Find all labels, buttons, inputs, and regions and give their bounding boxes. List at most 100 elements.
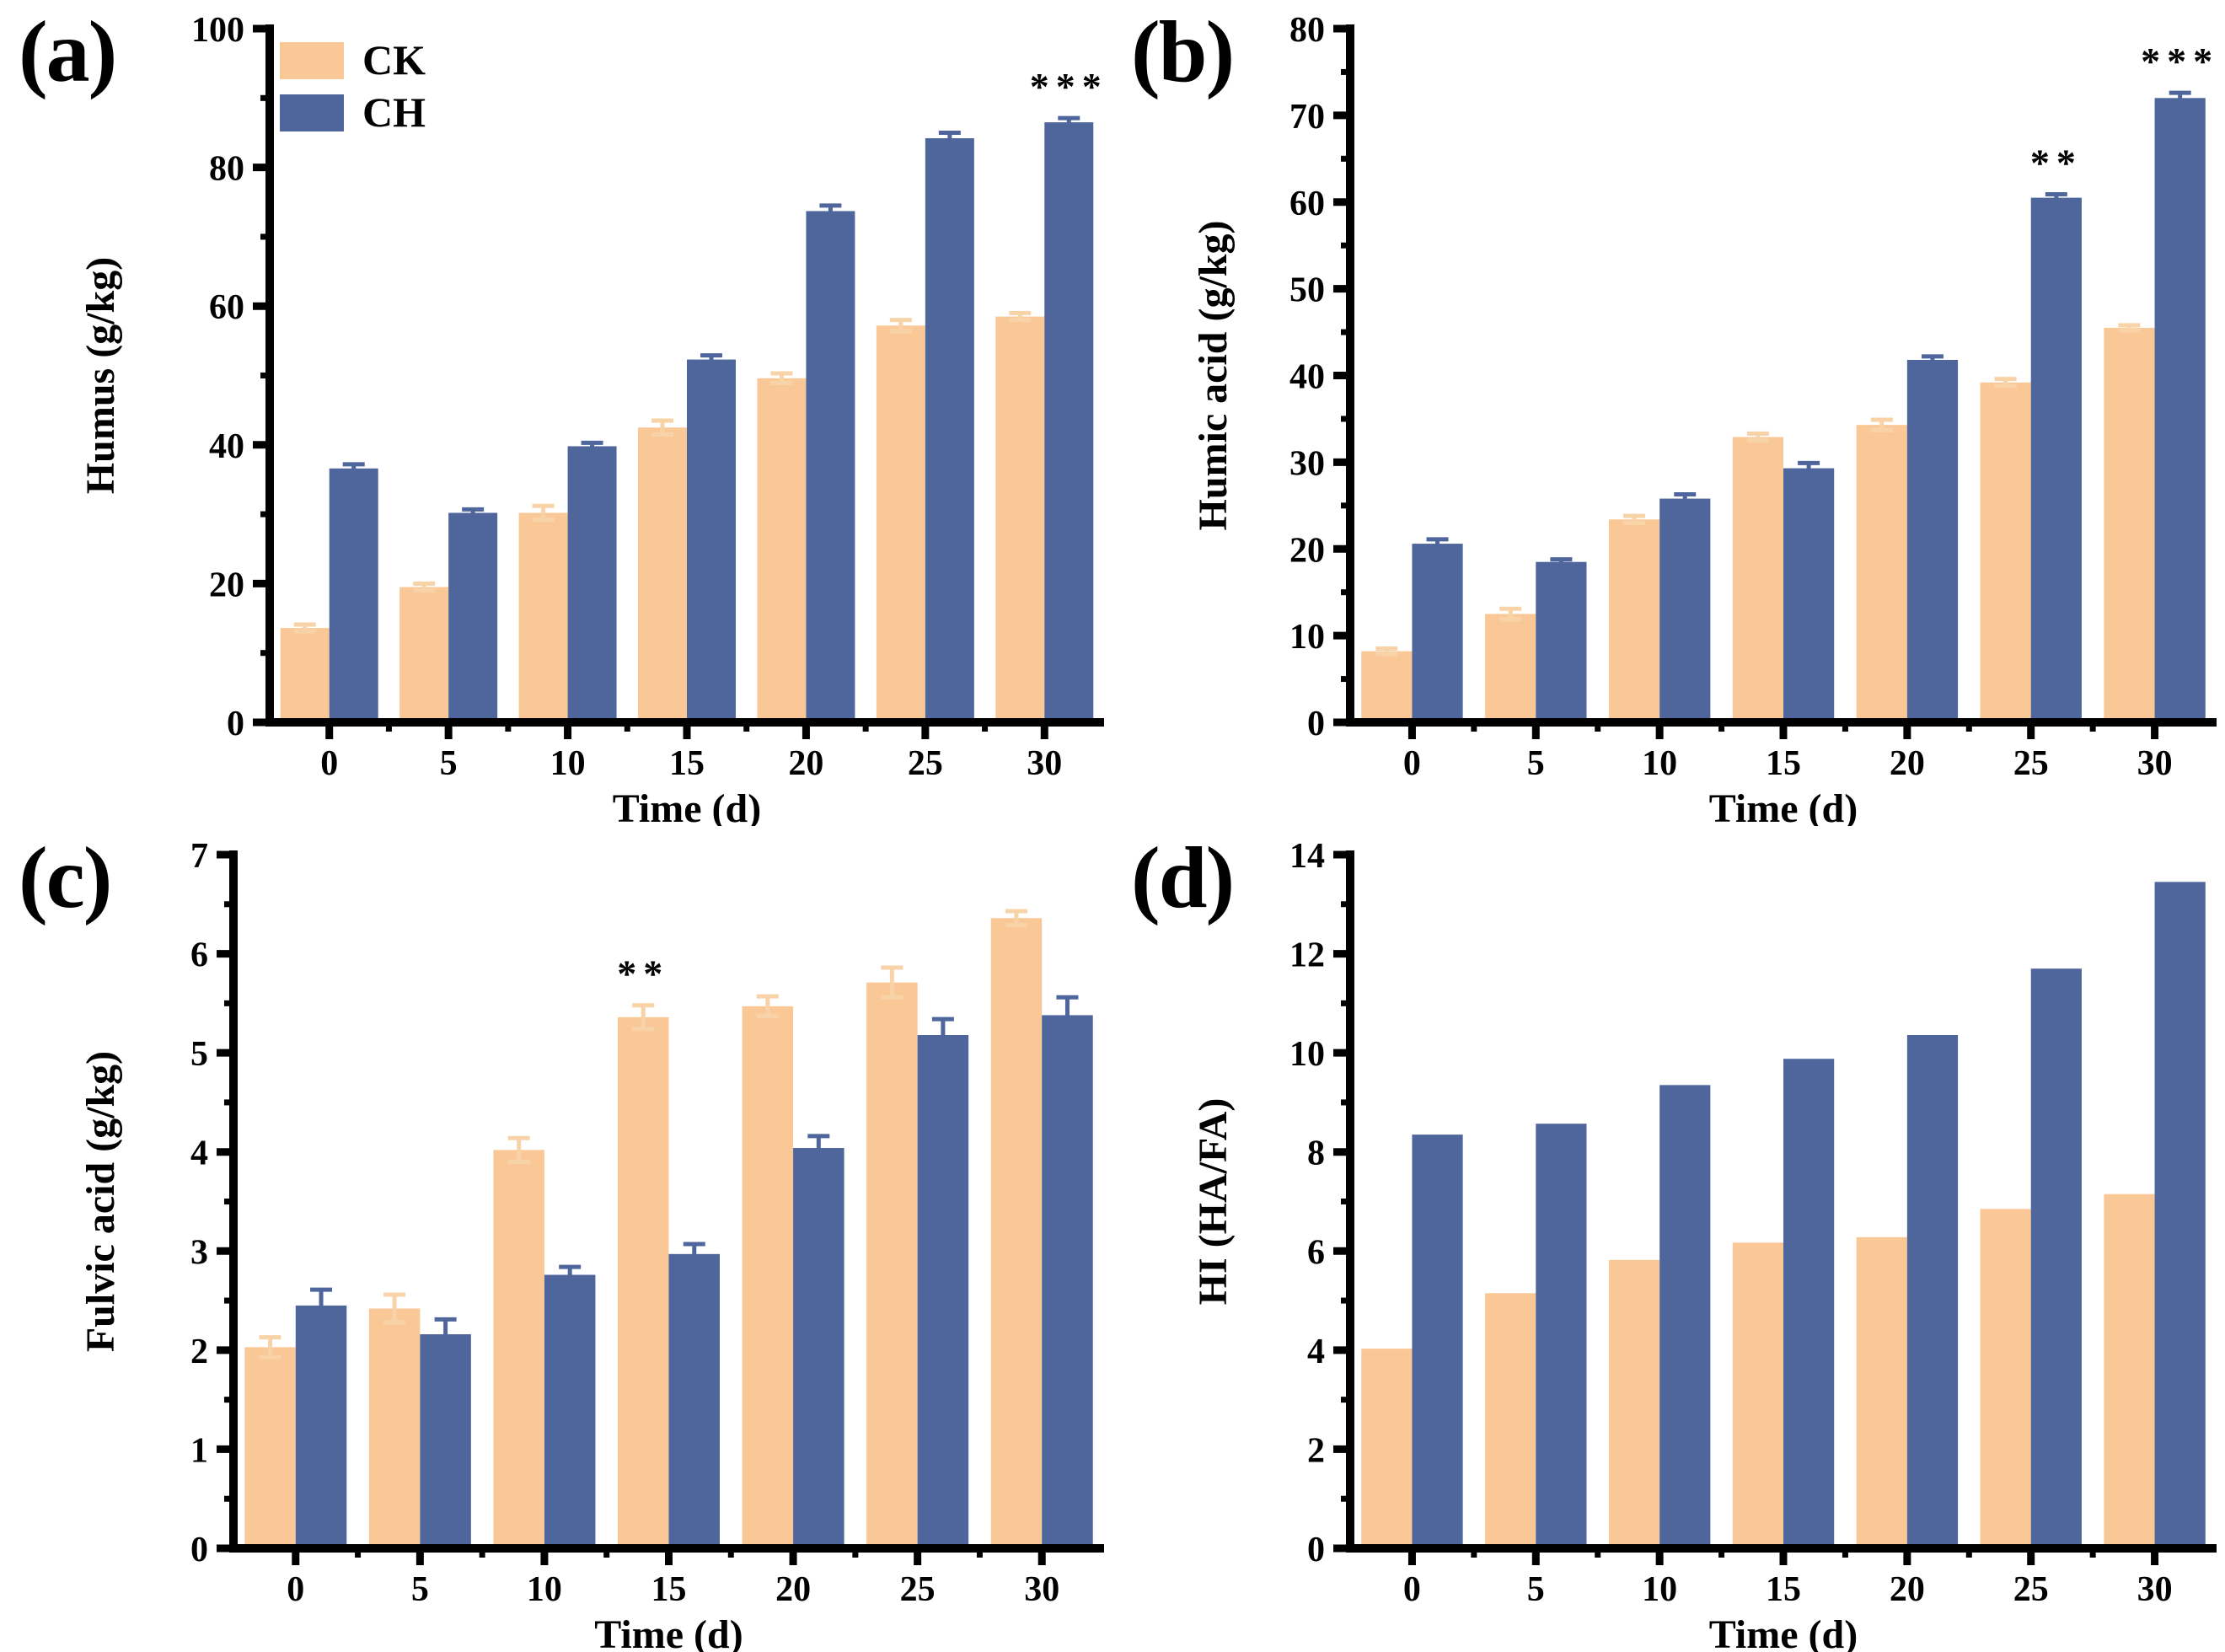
bar-CK-30	[990, 918, 1043, 1552]
bar-CK-0	[244, 1347, 296, 1552]
y-tick-label: 8	[1307, 1134, 1325, 1173]
x-tick-label: 25	[2013, 1570, 2049, 1609]
bar-CH-25	[2030, 968, 2082, 1552]
panel-c: (c) 0 1 2 3 4 5 6 7 0 5 10 15 20 25 30 Time (d) Fulvic a…	[0, 826, 1112, 1652]
y-tick-label: 80	[1289, 11, 1325, 50]
bar-CH-15	[1783, 1059, 1835, 1552]
bar-CK-5	[399, 587, 449, 726]
x-axis-title: Time (d)	[594, 1612, 743, 1652]
bar-CH-5	[1536, 1124, 1587, 1552]
y-tick-label: 40	[209, 427, 244, 466]
bar-CK-25	[866, 982, 918, 1552]
bar-CH-10	[1659, 1085, 1711, 1552]
bar-CH-5	[1536, 561, 1587, 726]
x-tick-label: 5	[1527, 744, 1545, 783]
y-tick-label: 2	[1307, 1431, 1325, 1470]
bar-CK-0	[1361, 651, 1413, 726]
x-tick-label: 10	[1642, 744, 1677, 783]
x-tick-label: 30	[2137, 744, 2173, 783]
y-tick-label: 80	[209, 150, 244, 189]
bar-CK-15	[617, 1016, 669, 1552]
bar-CK-30	[2104, 1193, 2155, 1552]
bar-CH-20	[1906, 1034, 1959, 1552]
bar-CK-20	[742, 1006, 794, 1552]
bar-CK-0	[1361, 1349, 1413, 1552]
y-axis-title: Fulvic acid (g/kg)	[78, 1051, 123, 1352]
x-tick-label: 30	[1027, 744, 1062, 783]
y-tick-label: 60	[1289, 185, 1325, 223]
x-tick-label: 30	[1024, 1570, 1059, 1609]
y-tick-label: 40	[1289, 358, 1325, 397]
bar-CK-15	[638, 427, 687, 726]
x-tick-label: 0	[1403, 744, 1421, 783]
bar-CK-5	[1485, 614, 1536, 726]
bar-CK-20	[1856, 425, 1907, 726]
bar-CH-15	[668, 1253, 721, 1552]
bar-CK-10	[1608, 519, 1660, 726]
bar-CK-25	[1980, 1209, 2031, 1552]
bar-CH-20	[806, 211, 855, 727]
x-tick-label: 15	[1766, 1570, 1801, 1609]
y-tick-label: 3	[190, 1233, 208, 1272]
x-tick-label: 15	[651, 1570, 687, 1609]
bar-CK-30	[995, 316, 1045, 726]
x-tick-label: 10	[550, 744, 586, 783]
bar-CH-15	[687, 359, 736, 726]
y-tick-label: 50	[1289, 271, 1325, 310]
bar-CK-0	[280, 628, 330, 726]
bar-CH-10	[1659, 498, 1711, 726]
y-tick-label: 20	[1289, 531, 1325, 570]
bar-CH-0	[295, 1305, 347, 1552]
bar-CH-25	[925, 138, 974, 726]
bar-CK-25	[876, 325, 925, 726]
bar-CH-5	[448, 512, 498, 726]
y-tick-label: 4	[190, 1134, 208, 1173]
y-tick-label: 30	[1289, 444, 1325, 483]
x-tick-label: 5	[411, 1570, 429, 1609]
y-tick-label: 1	[190, 1431, 208, 1470]
y-tick-label: 2	[190, 1333, 208, 1371]
significance-marker-CK-15: **	[617, 952, 669, 995]
y-tick-label: 100	[191, 11, 244, 50]
panel-c-chart: 0 1 2 3 4 5 6 7 0 5 10 15 20 25 30 Time (d) Fulvic acid …	[78, 837, 1104, 1652]
significance-marker-CH-25: **	[2030, 141, 2083, 184]
x-axis-title: Time (d)	[613, 786, 761, 826]
bar-CK-10	[1608, 1259, 1660, 1552]
significance-marker-CH-30: ***	[2141, 40, 2219, 83]
panel-c-letter: (c)	[19, 829, 112, 926]
panel-b-chart: 0 10 20 30 40 50 60 70 80 0 5 10 15 20 25 30 Time (d) Hum…	[1191, 11, 2219, 826]
x-tick-label: 10	[527, 1570, 562, 1609]
y-tick-label: 10	[1289, 618, 1325, 657]
panel-a: (a) 0 20 40 60 80 100 0 5 10 15 20 25 30 Time (d) Humu…	[0, 0, 1112, 826]
y-axis-title: Humic acid (g/kg)	[1191, 221, 1236, 531]
panel-b: (b) 0 10 20 30 40 50 60 70 80 0 5 10 15 20 25 30 Time (d…	[1112, 0, 2225, 826]
y-tick-label: 0	[227, 705, 244, 743]
x-tick-label: 0	[1403, 1570, 1421, 1609]
bar-CH-30	[2154, 882, 2206, 1552]
panel-d-chart: 0 2 4 6 8 10 12 14 0 5 10 15 20 25 30 Time (d) HI (HA/FA…	[1191, 837, 2217, 1652]
x-tick-label: 20	[1890, 744, 1925, 783]
panel-a-chart: 0 20 40 60 80 100 0 5 10 15 20 25 30 Time (d) Humus (g…	[78, 11, 1104, 826]
legend-swatch-CH	[280, 94, 344, 131]
x-tick-label: 15	[669, 744, 705, 783]
bar-CH-20	[1906, 359, 1959, 726]
y-tick-label: 7	[190, 837, 208, 876]
legend-label-CK: CK	[362, 36, 426, 83]
x-tick-label: 0	[287, 1570, 304, 1609]
y-tick-label: 5	[190, 1035, 208, 1074]
y-tick-label: 4	[1307, 1333, 1325, 1371]
y-axis-title: Humus (g/kg)	[78, 257, 123, 494]
bar-CH-30	[2154, 98, 2206, 727]
bar-CH-0	[1412, 1134, 1463, 1552]
bar-CK-25	[1980, 382, 2031, 726]
panel-a-letter: (a)	[19, 3, 117, 100]
y-tick-label: 0	[190, 1531, 208, 1569]
y-tick-label: 10	[1289, 1035, 1325, 1074]
bar-CK-5	[368, 1308, 421, 1552]
y-tick-label: 70	[1289, 98, 1325, 137]
panel-d-letter: (d)	[1131, 829, 1235, 926]
x-tick-label: 5	[440, 744, 458, 783]
bar-CH-10	[544, 1274, 596, 1552]
bar-CH-30	[1044, 122, 1094, 727]
bar-CH-15	[1783, 468, 1835, 726]
